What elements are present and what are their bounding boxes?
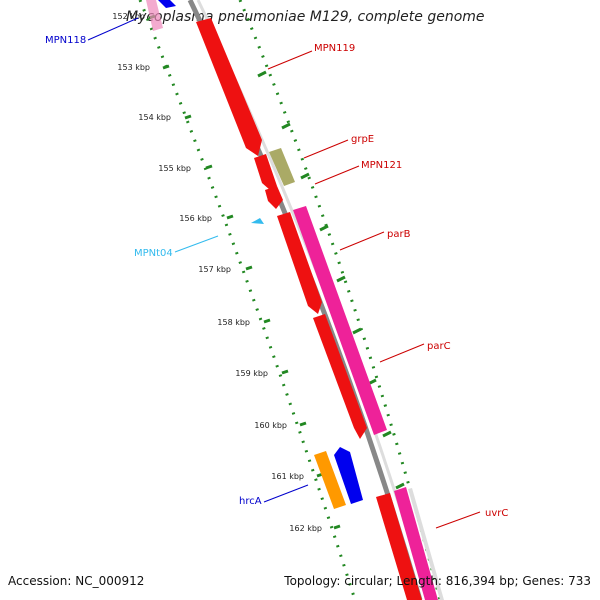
tick-label: 152 kbp [112,12,145,21]
gene-block-parb-pink[interactable] [293,206,387,435]
gene-block-mpn118-pink[interactable] [146,0,163,31]
gene-label-mpnt04[interactable]: MPNt04 [134,248,173,259]
gene-labels: MPN118 MPN119 grpE MPN121 parB MPNt04 pa… [45,17,508,529]
gene-label-parb[interactable]: parB [387,229,411,240]
tick-label: 157 kbp [198,265,231,274]
leader-line [267,50,313,70]
feature-blocks [146,0,444,600]
gene-label-uvrc[interactable]: uvrC [485,508,508,519]
gene-label-grpe[interactable]: grpE [351,134,374,145]
gene-block-mpn119[interactable] [196,18,262,156]
leader-line [263,484,309,503]
leader-line [87,17,139,41]
leader-line [339,231,385,251]
gene-block-hrca[interactable] [314,451,346,509]
tick-label: 162 kbp [289,524,322,533]
tick-label: 159 kbp [235,369,268,378]
gene-block-regulator[interactable] [334,447,363,504]
gene-block-parc-red[interactable] [313,314,367,439]
tick-labels: 152 kbp 153 kbp 154 kbp 155 kbp 156 kbp … [112,12,322,533]
gene-label-mpn119[interactable]: MPN119 [314,43,355,54]
map-title: Mycoplasma pneumoniae M129, complete gen… [126,9,485,25]
tick-label: 158 kbp [217,318,250,327]
leader-line [174,235,219,253]
leader-line [303,139,349,159]
leader-line [379,343,425,363]
gene-block-uvrc-grey[interactable] [408,488,444,600]
gene-label-parc[interactable]: parC [427,341,451,352]
tick-label: 155 kbp [158,164,191,173]
gene-block-parb-red[interactable] [277,212,322,314]
gene-label-mpn118[interactable]: MPN118 [45,35,86,46]
inner-tick-ring [138,0,357,600]
tick-label: 156 kbp [179,214,212,223]
accession-text: Accession: NC_000912 [8,574,145,588]
tick-label: 161 kbp [271,472,304,481]
gene-block-uvrc-red[interactable] [376,493,422,600]
leader-line [435,511,481,529]
gene-block-mpn118[interactable] [158,0,176,8]
genome-summary-text: Topology: circular; Length: 816,394 bp; … [284,574,591,588]
gene-label-mpn121[interactable]: MPN121 [361,160,402,171]
tick-label: 153 kbp [117,63,150,72]
gene-block-small-arrow[interactable] [265,186,283,209]
tick-label: 154 kbp [138,113,171,122]
gene-block-uvrc-pink[interactable] [394,487,438,600]
gene-block-small[interactable] [254,154,277,190]
gene-block-grpe[interactable] [269,148,295,186]
gene-label-hrca[interactable]: hrcA [239,496,262,507]
leader-line [314,165,360,185]
gene-block-mpnt04[interactable] [251,218,264,224]
tick-label: 160 kbp [254,421,287,430]
